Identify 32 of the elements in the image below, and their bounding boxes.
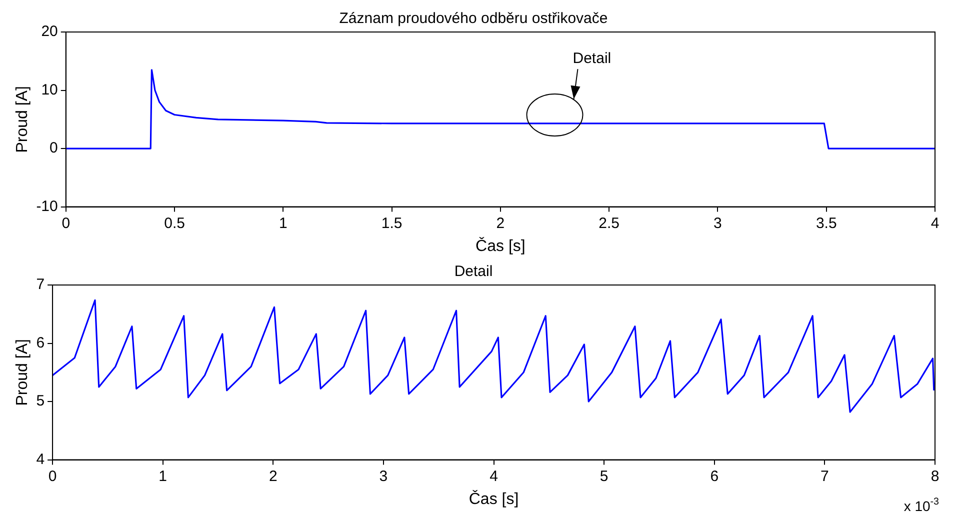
x-tick-label: 2.5 xyxy=(598,214,620,232)
y-tick-label: 0 xyxy=(50,140,58,157)
x-tick-label: 8 xyxy=(930,468,940,485)
x-tick-label: 4 xyxy=(490,468,498,485)
x-axis-title: Čas [s] xyxy=(468,490,519,508)
x-tick-label: 3.5 xyxy=(816,214,837,232)
x-tick-label: 1 xyxy=(158,468,168,485)
x-tick-label: 2 xyxy=(496,214,505,232)
y-axis-title: Proud [A] xyxy=(14,86,32,153)
x-tick-label: 2 xyxy=(268,468,278,485)
y-tick-label: 7 xyxy=(36,276,45,294)
y-tick-label: 6 xyxy=(36,334,45,352)
y-tick-label: 4 xyxy=(36,450,45,468)
chart-title: Detail xyxy=(454,263,493,280)
x-tick-label: 6 xyxy=(710,468,719,485)
y-axis-title: Proud [A] xyxy=(14,339,32,406)
x-tick-label: 1.5 xyxy=(381,214,402,232)
y-tick-label: -10 xyxy=(36,198,58,215)
x-tick-label: 5 xyxy=(600,468,608,485)
x-tick-label: 3 xyxy=(714,214,722,232)
annotation: Detail xyxy=(572,50,612,68)
x-tick-label: 4 xyxy=(930,214,940,232)
y-tick-label: 10 xyxy=(41,81,58,98)
chart-title: Záznam proudového odběru ostřikovače xyxy=(339,10,608,28)
x-tick-label: 0.5 xyxy=(164,214,185,232)
x-axis-title: Čas [s] xyxy=(476,236,526,255)
x-tick-label: 0 xyxy=(62,214,70,232)
x-tick-label: 7 xyxy=(820,468,829,485)
y-tick-label: 20 xyxy=(41,23,58,40)
x-tick-label: 3 xyxy=(379,468,388,485)
y-tick-label: 5 xyxy=(36,392,45,410)
x-tick-label: 1 xyxy=(278,214,288,232)
